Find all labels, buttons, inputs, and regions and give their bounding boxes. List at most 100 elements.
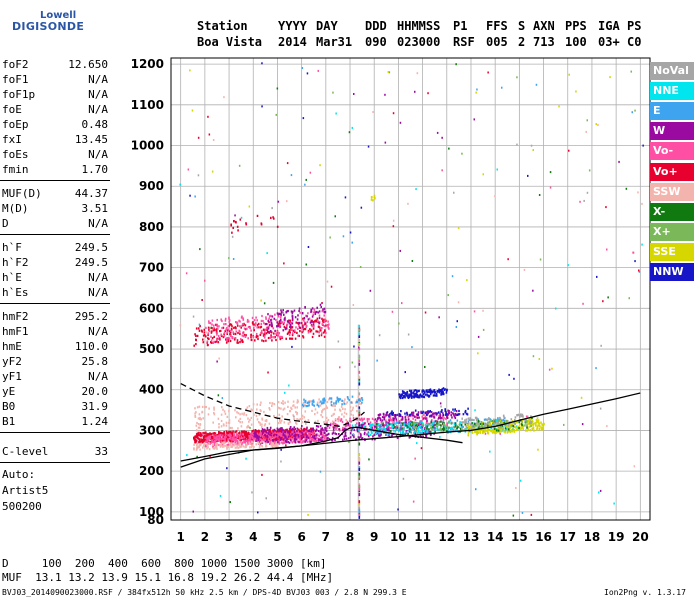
data-point-vo <box>247 325 250 329</box>
data-point-vo <box>229 438 231 441</box>
data-point-nne <box>506 427 508 430</box>
data-point-e <box>336 398 339 401</box>
data-point-streak <box>358 437 361 441</box>
data-point-vo <box>299 433 301 436</box>
param-row-hme: hmE 110.0 <box>2 339 108 354</box>
data-point-streak <box>358 339 361 342</box>
data-point-x <box>430 420 433 424</box>
data-point-e <box>320 402 323 405</box>
data-point-e <box>308 404 310 407</box>
data-point-vo <box>281 321 284 324</box>
data-point-noise <box>283 262 285 265</box>
data-point-vo <box>226 331 228 334</box>
y-tick-label: 600 <box>139 301 164 315</box>
data-point-vo <box>210 436 212 439</box>
data-point-vo <box>288 333 291 337</box>
data-point-vo <box>325 436 327 439</box>
data-point-w <box>427 412 430 415</box>
data-point-e <box>436 425 439 428</box>
data-point-w <box>304 322 307 325</box>
data-point-w <box>294 316 297 319</box>
data-point-noise <box>286 162 289 165</box>
data-point-ssw <box>337 420 340 423</box>
data-point-vo <box>241 340 244 343</box>
data-point-sse <box>491 431 494 434</box>
data-point-e <box>416 427 419 430</box>
data-point-ssw <box>238 419 240 422</box>
data-point-ssw <box>198 405 201 408</box>
data-point-sse <box>475 430 477 434</box>
data-point-vo <box>209 435 211 438</box>
data-point-noise <box>248 205 251 208</box>
x-tick-label: 8 <box>346 530 354 544</box>
data-point-nnw <box>437 390 440 393</box>
data-point-noise <box>391 310 394 313</box>
param-name: D <box>2 217 9 230</box>
data-point-vo <box>252 439 255 442</box>
data-point-ssw <box>352 414 354 417</box>
data-point-ssw <box>238 441 241 444</box>
data-point-ssw <box>330 414 333 417</box>
data-point-vo <box>250 432 252 435</box>
data-point-noise <box>263 302 266 305</box>
data-point-vo <box>229 331 232 334</box>
data-point-w <box>268 430 270 433</box>
data-point-nnw <box>415 395 418 398</box>
data-point-ssw <box>240 425 243 428</box>
data-point-x <box>407 433 409 436</box>
data-point-vo <box>277 323 280 326</box>
data-point-w <box>373 433 376 436</box>
data-point-vo <box>209 437 211 440</box>
data-point-vo <box>317 440 320 443</box>
data-point-ssw <box>287 405 289 408</box>
data-point-noise <box>549 186 552 189</box>
data-point-vo <box>229 323 231 326</box>
param-row-hf2: h`F2 249.5 <box>2 255 108 270</box>
data-point-vo <box>206 435 208 438</box>
data-point-noval <box>529 421 532 424</box>
data-point-noise <box>551 367 553 370</box>
data-point-e <box>306 404 309 408</box>
param-value: N/A <box>88 88 108 101</box>
data-point-noise <box>223 96 225 99</box>
data-point-streak <box>358 359 361 363</box>
data-point-sse <box>487 432 490 435</box>
data-point-vo <box>206 340 209 343</box>
data-point-vo <box>263 435 265 438</box>
data-point-e <box>361 397 363 400</box>
data-point-vo <box>270 331 273 334</box>
param-name: C-level <box>2 445 49 458</box>
data-point-nnw <box>419 394 421 397</box>
data-point-streak <box>358 453 361 456</box>
data-point-nnw <box>406 395 409 398</box>
data-point-streak <box>358 461 361 465</box>
data-point-w <box>265 435 267 438</box>
data-point-w <box>364 431 366 434</box>
data-point-noise <box>196 455 198 458</box>
param-value: N/A <box>88 286 108 299</box>
data-point-noval <box>473 426 475 429</box>
data-point-e <box>425 425 427 428</box>
data-point-x <box>507 428 510 431</box>
data-point-ssw <box>261 423 263 426</box>
data-point-w <box>265 431 268 434</box>
data-point-vo <box>259 333 262 336</box>
data-point-w <box>323 310 325 313</box>
data-point-w <box>285 435 287 438</box>
data-point-e <box>387 433 390 436</box>
data-point-vo <box>230 430 232 433</box>
data-point-ssw <box>194 415 196 418</box>
data-point-nne <box>453 423 456 426</box>
data-point-sse <box>468 426 470 429</box>
data-point-vo <box>273 436 275 439</box>
data-point-nne <box>417 431 419 435</box>
data-point-nne <box>464 430 467 433</box>
data-point-e <box>312 399 315 402</box>
data-point-x <box>456 426 458 429</box>
data-point-sse <box>522 427 524 431</box>
data-point-vo <box>246 327 248 330</box>
data-point-vo <box>311 325 314 328</box>
param-name: foF1p <box>2 88 36 101</box>
data-point-sse <box>537 419 540 422</box>
data-point-w <box>335 433 338 436</box>
